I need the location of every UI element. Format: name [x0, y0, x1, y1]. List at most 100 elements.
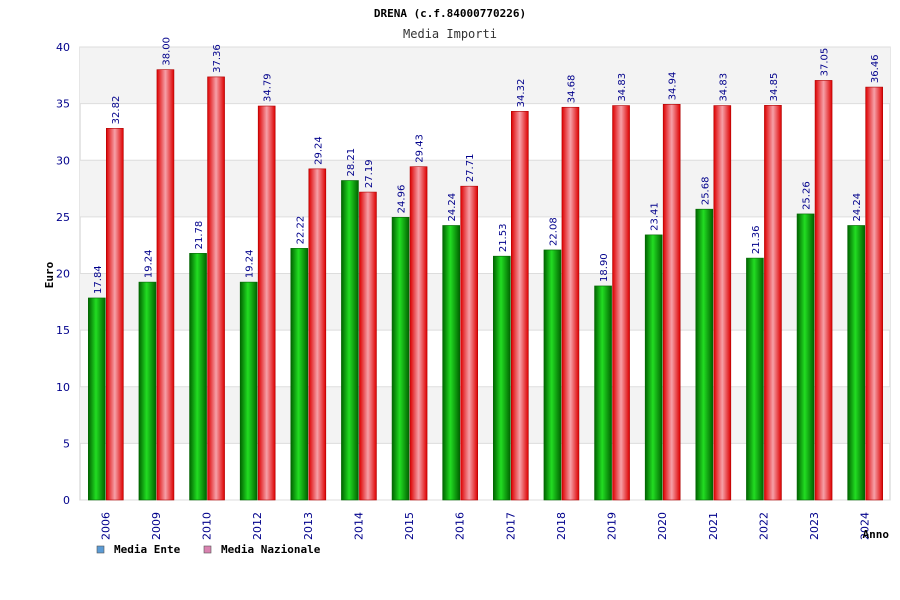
value-label: 18.90	[599, 253, 610, 282]
bar-media-ente-2024	[847, 225, 865, 501]
chart-title: DRENA (c.f.84000770226)	[374, 7, 526, 20]
bar-media-nazionale-2009	[156, 69, 175, 501]
bar-media-nazionale-2020	[662, 104, 681, 501]
value-label: 34.83	[617, 73, 628, 102]
y-tick-label: 5	[63, 437, 70, 450]
bar-media-nazionale-2018	[561, 106, 580, 501]
x-tick-label: 2012	[251, 512, 264, 540]
value-label: 24.24	[447, 193, 458, 222]
value-label: 37.36	[212, 44, 223, 73]
x-tick-label: 2009	[150, 512, 163, 540]
bar-media-ente-2018	[543, 249, 562, 501]
value-label: 19.24	[143, 249, 154, 278]
value-label: 38.00	[161, 37, 172, 66]
y-tick-label: 30	[56, 154, 70, 167]
bar-media-nazionale-2015	[409, 166, 428, 501]
bar-media-ente-2006	[88, 297, 106, 501]
value-label: 36.46	[870, 54, 881, 83]
value-label: 34.79	[263, 73, 274, 102]
value-label: 23.41	[650, 202, 661, 231]
x-tick-label: 2016	[454, 512, 467, 540]
value-label: 25.26	[802, 181, 813, 210]
value-label: 34.85	[769, 73, 780, 102]
bar-media-ente-2017	[493, 255, 511, 501]
legend-label-media-nazionale: Media Nazionale	[221, 543, 321, 556]
bar-media-ente-2022	[746, 257, 764, 501]
x-tick-label: 2010	[201, 512, 214, 540]
bar-media-ente-2010	[189, 253, 207, 501]
value-label: 34.32	[516, 79, 527, 108]
legend-swatch-media-nazionale	[203, 545, 212, 554]
bar-media-ente-2020	[644, 234, 663, 501]
value-label: 21.36	[751, 225, 762, 254]
value-label: 22.22	[295, 216, 306, 245]
value-label: 21.78	[194, 221, 205, 250]
x-tick-label: 2015	[403, 512, 416, 540]
value-label: 37.05	[820, 48, 831, 77]
bar-media-ente-2021	[695, 208, 714, 501]
bar-media-nazionale-2024	[865, 86, 883, 501]
bar-media-nazionale-2016	[460, 185, 478, 501]
x-axis-ticks: 2006 2009 2010 2012 2013 2014 2015 2016 2017 2018…	[99, 512, 871, 540]
y-tick-label: 0	[63, 494, 70, 507]
x-tick-label: 2013	[302, 512, 315, 540]
bar-media-nazionale-2023	[814, 80, 833, 501]
value-label: 27.19	[364, 159, 375, 188]
bar-media-nazionale-2017	[511, 111, 529, 501]
bar-media-ente-2015	[391, 217, 410, 501]
y-tick-label: 25	[56, 211, 70, 224]
y-tick-label: 15	[56, 324, 70, 337]
value-label: 19.24	[245, 249, 256, 278]
y-tick-label: 20	[56, 268, 70, 281]
x-tick-label: 2014	[352, 512, 365, 540]
x-tick-label: 2020	[656, 512, 669, 540]
value-label: 34.68	[566, 75, 577, 104]
value-label: 34.83	[718, 73, 729, 102]
bar-media-ente-2016	[442, 225, 460, 501]
y-tick-label: 35	[56, 98, 70, 111]
value-label: 22.08	[548, 217, 559, 246]
value-label: 27.71	[465, 154, 476, 183]
x-tick-label: 2006	[99, 512, 112, 540]
value-label: 24.96	[397, 185, 408, 214]
x-tick-label: 2019	[606, 512, 619, 540]
y-axis-label: Euro	[43, 261, 56, 288]
bar-media-ente-2023	[796, 213, 815, 501]
x-tick-label: 2023	[808, 512, 821, 540]
value-label: 32.82	[111, 96, 122, 125]
legend-swatch-media-ente	[96, 545, 105, 554]
y-tick-label: 10	[56, 381, 70, 394]
bar-media-nazionale-2006	[106, 128, 124, 501]
bar-media-nazionale-2013	[308, 168, 327, 501]
x-tick-label: 2018	[555, 512, 568, 540]
value-label: 25.68	[700, 177, 711, 206]
bar-media-ente-2013	[290, 248, 309, 501]
bar-media-nazionale-2012	[257, 105, 276, 501]
bar-media-ente-2009	[138, 281, 157, 501]
bar-media-nazionale-2019	[612, 105, 630, 501]
x-tick-label: 2017	[504, 512, 517, 540]
x-tick-label: 2021	[707, 512, 720, 540]
bar-media-ente-2014	[341, 180, 359, 501]
legend: Media Ente Media Nazionale	[96, 543, 321, 556]
bar-media-nazionale-2010	[207, 76, 225, 501]
x-tick-label: 2024	[859, 512, 872, 540]
y-tick-label: 40	[56, 41, 70, 54]
legend-label-media-ente: Media Ente	[114, 543, 181, 556]
value-label: 29.24	[313, 136, 324, 165]
y-axis-ticks: 0 5 10 15 20 25 30 35 40	[56, 41, 70, 507]
chart-subtitle: Media Importi	[403, 27, 497, 41]
bar-media-ente-2019	[594, 285, 612, 501]
value-label: 21.53	[498, 224, 509, 253]
bar-media-nazionale-2021	[713, 105, 732, 501]
bar-media-nazionale-2014	[359, 191, 377, 501]
value-label: 24.24	[852, 193, 863, 222]
value-labels: 17.84 32.82 19.24 38.00 21.78 37.36 19.24 34.79…	[93, 37, 881, 294]
bar-media-ente-2012	[239, 281, 258, 501]
value-label: 29.43	[415, 134, 426, 163]
bar-media-nazionale-2022	[764, 105, 782, 501]
bars	[88, 69, 883, 501]
x-tick-label: 2022	[757, 512, 770, 540]
x-axis-label: Anno	[863, 528, 890, 541]
